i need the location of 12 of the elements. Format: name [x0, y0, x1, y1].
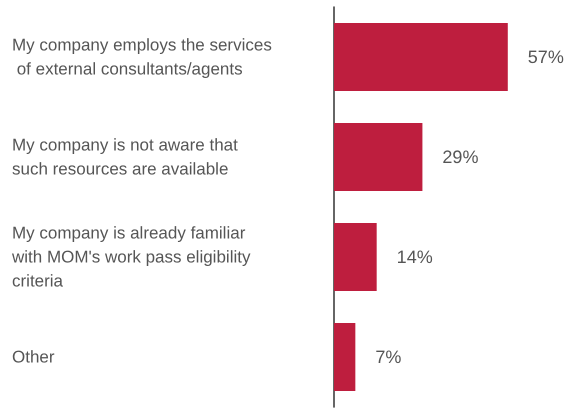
y-tick-label: My company is not aware that such resources are available — [12, 136, 243, 178]
bar — [334, 123, 422, 191]
y-tick-label: My company is already familiar with MOM's work pass eligibility criteria — [11, 224, 256, 290]
bar — [334, 23, 508, 91]
data-label: 7% — [375, 347, 402, 367]
data-label: 14% — [396, 247, 433, 267]
data-label: 57% — [528, 47, 564, 67]
y-tick-label: Other — [12, 348, 55, 366]
bar — [334, 223, 377, 291]
data-label: 29% — [442, 147, 478, 167]
bar — [334, 323, 356, 391]
y-tick-label: My company employs the services of external consultants/agents — [12, 36, 272, 78]
